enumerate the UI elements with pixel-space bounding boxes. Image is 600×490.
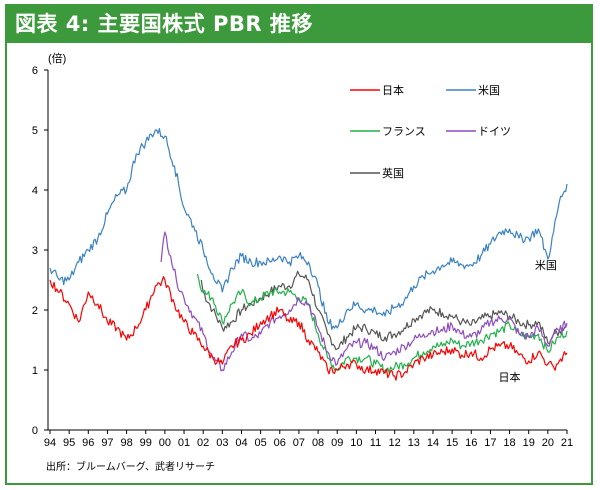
y-tick-label: 2 bbox=[32, 305, 38, 317]
series-line-米国 bbox=[49, 128, 568, 330]
legend-label-米国: 米国 bbox=[478, 84, 500, 97]
x-tick-label: 98 bbox=[120, 437, 132, 449]
x-tick-label: 06 bbox=[274, 437, 286, 449]
x-tick-label: 95 bbox=[63, 437, 75, 449]
x-tick-label: 00 bbox=[159, 437, 171, 449]
x-tick-label: 20 bbox=[542, 437, 554, 449]
x-tick-label: 99 bbox=[140, 437, 152, 449]
y-tick-label: 4 bbox=[32, 185, 38, 197]
x-tick-label: 08 bbox=[312, 437, 324, 449]
x-tick-label: 17 bbox=[484, 437, 496, 449]
x-tick-label: 02 bbox=[197, 437, 209, 449]
x-tick-label: 10 bbox=[350, 437, 362, 449]
x-tick-label: 12 bbox=[389, 437, 401, 449]
series-line-英国 bbox=[200, 270, 568, 351]
chart-frame: 図表 4: 主要国株式 PBR 推移 bbox=[5, 4, 593, 485]
y-tick-label: 5 bbox=[32, 125, 38, 137]
x-tick-label: 07 bbox=[293, 437, 305, 449]
legend-label-フランス: フランス bbox=[382, 125, 426, 138]
x-tick-label: 11 bbox=[370, 437, 381, 449]
y-tick-label: 3 bbox=[32, 245, 38, 257]
x-tick-label: 09 bbox=[331, 437, 343, 449]
x-tick-label: 97 bbox=[101, 437, 113, 449]
x-tick-label: 16 bbox=[465, 437, 477, 449]
x-tick-label: 21 bbox=[561, 437, 573, 449]
x-tick-label: 13 bbox=[408, 437, 420, 449]
legend-label-日本: 日本 bbox=[382, 83, 404, 97]
y-tick-label: 6 bbox=[32, 65, 38, 77]
x-tick-label: 15 bbox=[446, 437, 458, 449]
y-tick-label: 1 bbox=[32, 365, 38, 377]
annotation-日本: 日本 bbox=[499, 370, 521, 384]
x-ticks: 94 95 96 97 98 99 00 01 02 03 04 05 06 07 08 09 10 11 12 13… bbox=[44, 430, 573, 449]
source-note: 出所：ブルームバーグ、武者リサーチ bbox=[46, 460, 215, 473]
y-unit-label: (倍) bbox=[48, 51, 66, 65]
series-line-フランス bbox=[196, 273, 568, 375]
y-tick-label: 0 bbox=[32, 425, 38, 437]
x-tick-label: 18 bbox=[503, 437, 515, 449]
chart-title: 図表 4: 主要国株式 PBR 推移 bbox=[7, 6, 591, 43]
x-tick-label: 05 bbox=[255, 437, 267, 449]
series-lines bbox=[49, 128, 568, 381]
y-ticks: 0 1 2 3 4 5 6 bbox=[32, 65, 48, 437]
series-line-日本 bbox=[49, 276, 568, 381]
legend-label-英国: 英国 bbox=[382, 166, 404, 180]
axes: (倍) bbox=[47, 51, 567, 431]
legend-label-ドイツ: ドイツ bbox=[478, 125, 511, 138]
x-tick-label: 96 bbox=[82, 437, 94, 449]
annotation-米国: 米国 bbox=[535, 259, 557, 272]
series-line-ドイツ bbox=[160, 231, 568, 372]
x-tick-label: 94 bbox=[44, 437, 56, 449]
x-tick-label: 04 bbox=[235, 437, 247, 449]
x-tick-label: 14 bbox=[427, 437, 439, 449]
x-tick-label: 03 bbox=[216, 437, 228, 449]
x-tick-label: 01 bbox=[178, 437, 190, 449]
x-tick-label: 19 bbox=[523, 437, 535, 449]
